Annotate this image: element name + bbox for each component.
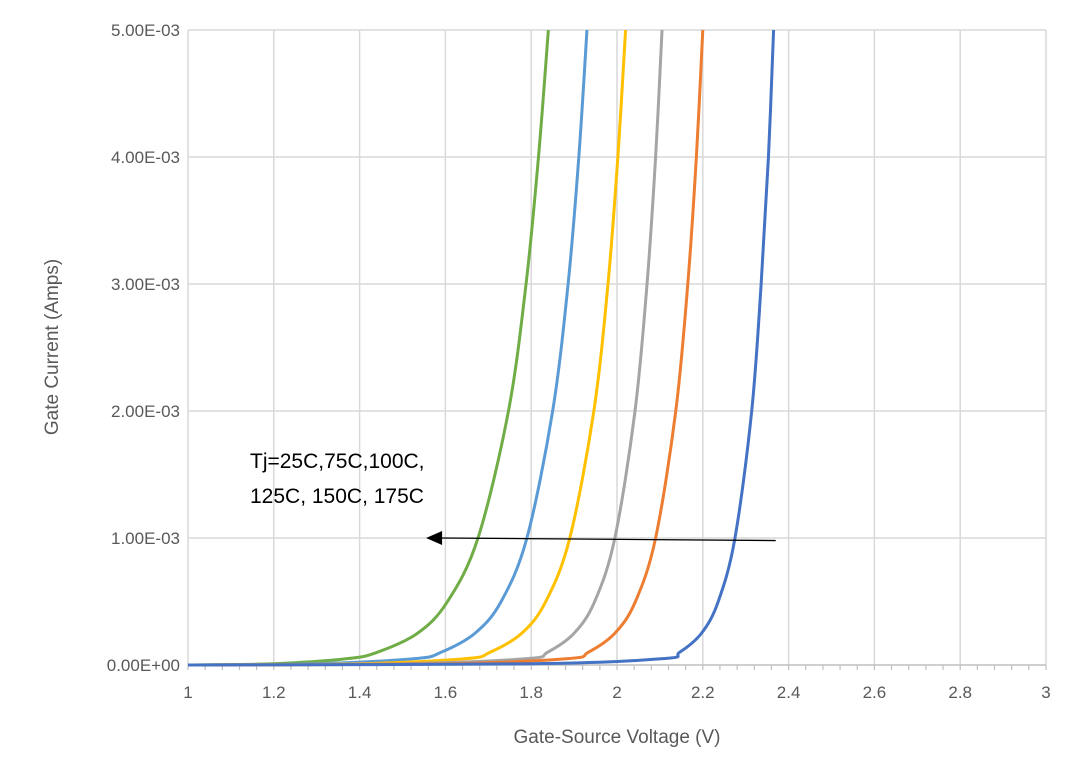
series-line-6 [187, 29, 776, 667]
x-tick-label: 2 [612, 683, 621, 702]
y-tick-label: 0.00E+00 [107, 656, 180, 675]
tick-labels: 1 1.2 1.4 1.6 1.8 2 2.2 2.4 2.6 2.8 3 0.00E+00 1.00E… [107, 21, 1051, 702]
y-tick-label: 3.00E-03 [111, 275, 180, 294]
annotation-line-1: Tj=25C,75C,100C, [250, 450, 425, 473]
x-tick-label: 1 [183, 683, 192, 702]
y-tick-label: 1.00E-03 [111, 529, 180, 548]
series-line-1 [187, 29, 550, 667]
y-axis-label: Gate Current (Amps) [42, 259, 63, 435]
x-tick-label: 1.4 [348, 683, 372, 702]
x-tick-label: 2.6 [863, 683, 887, 702]
x-tick-label: 2.8 [948, 683, 972, 702]
y-tick-label: 5.00E-03 [111, 21, 180, 40]
x-tick-label: 1.2 [262, 683, 286, 702]
x-tick-label: 1.6 [434, 683, 458, 702]
x-tick-label: 2.4 [777, 683, 801, 702]
arrow-head [426, 531, 443, 545]
series-line-2 [187, 29, 589, 667]
series-group [187, 29, 776, 667]
y-tick-label: 4.00E-03 [111, 148, 180, 167]
series-line-4 [187, 29, 664, 667]
temperature-arrow [426, 531, 776, 545]
x-tick-label: 2.2 [691, 683, 715, 702]
x-axis-label: Gate-Source Voltage (V) [514, 727, 721, 748]
x-tick-label: 1.8 [519, 683, 543, 702]
arrow-shaft [440, 537, 776, 542]
annotation-line-2: 125C, 150C, 175C [250, 485, 424, 508]
grid [187, 29, 1047, 670]
y-tick-label: 2.00E-03 [111, 402, 180, 421]
x-tick-label: 3 [1041, 683, 1050, 702]
